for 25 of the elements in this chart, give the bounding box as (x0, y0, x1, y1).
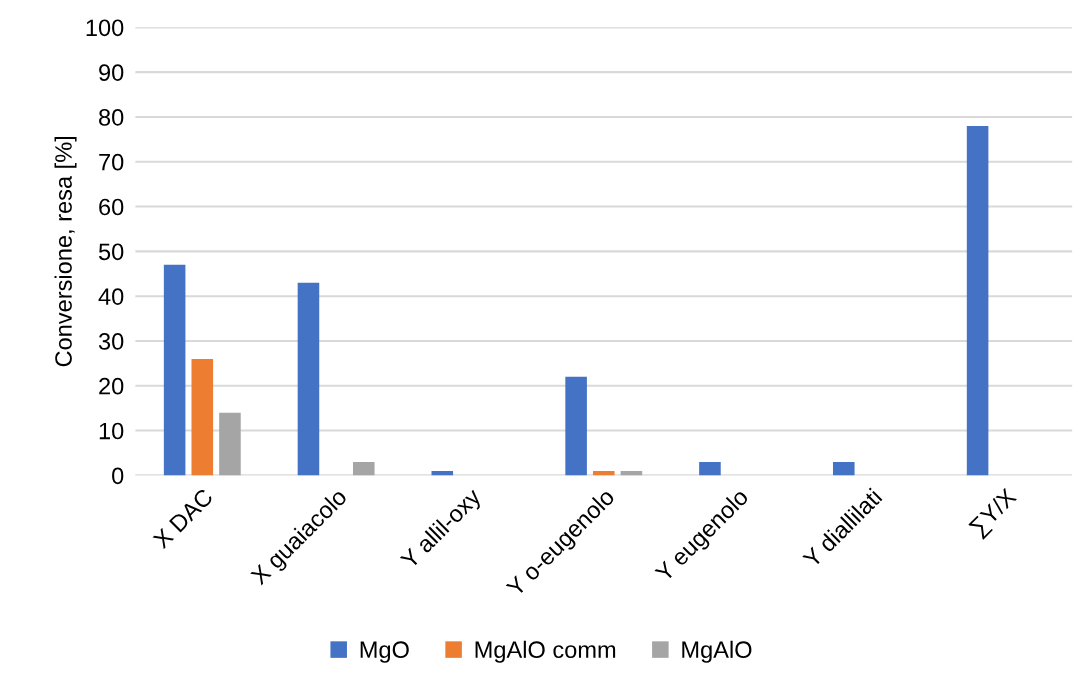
legend-label: MgAlO (682, 640, 752, 663)
y-tick-label: 30 (98, 333, 124, 350)
bar (352, 461, 375, 476)
bar (163, 264, 186, 476)
bar (191, 358, 214, 476)
y-tick-label: 90 (99, 64, 124, 81)
y-tick-label: 60 (99, 198, 124, 216)
y-tick-label: 40 (98, 288, 124, 305)
legend-label: MgO (360, 641, 409, 663)
bar (297, 282, 320, 476)
y-tick-label: 80 (99, 109, 124, 126)
bar (699, 461, 721, 476)
y-tick-label: 70 (99, 153, 124, 171)
y-axis-title: Conversione, resa [%] (54, 136, 77, 367)
y-tick-label: 0 (112, 467, 124, 485)
bar (832, 461, 855, 476)
y-tick-label: 10 (99, 422, 124, 440)
bar (592, 470, 615, 476)
bar (966, 125, 989, 476)
y-tick-label: 100 (86, 19, 124, 37)
y-tick-label: 50 (98, 243, 124, 261)
bar (565, 376, 587, 476)
bar (219, 412, 241, 476)
legend-label: MgAlO comm (475, 640, 616, 663)
y-tick-label: 20 (99, 377, 124, 395)
